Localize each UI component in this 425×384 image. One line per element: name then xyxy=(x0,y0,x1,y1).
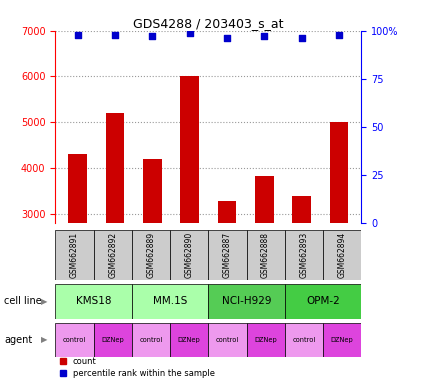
Legend: count, percentile rank within the sample: count, percentile rank within the sample xyxy=(60,358,215,378)
Text: agent: agent xyxy=(4,335,32,345)
Bar xyxy=(68,154,87,351)
Bar xyxy=(292,196,311,351)
Text: GSM662889: GSM662889 xyxy=(146,232,156,278)
Text: GSM662894: GSM662894 xyxy=(337,232,347,278)
Text: GSM662893: GSM662893 xyxy=(299,232,309,278)
FancyBboxPatch shape xyxy=(208,323,246,357)
Bar xyxy=(143,159,162,351)
Point xyxy=(298,35,305,41)
Text: GSM662892: GSM662892 xyxy=(108,232,117,278)
FancyBboxPatch shape xyxy=(94,230,132,280)
Text: ▶: ▶ xyxy=(41,335,48,344)
Bar xyxy=(180,76,199,351)
Point xyxy=(186,30,193,36)
Point xyxy=(74,31,81,38)
Text: control: control xyxy=(63,337,86,343)
Text: DZNep: DZNep xyxy=(331,337,354,343)
Point xyxy=(149,33,156,40)
FancyBboxPatch shape xyxy=(132,323,170,357)
Text: GSM662888: GSM662888 xyxy=(261,232,270,278)
FancyBboxPatch shape xyxy=(55,323,94,357)
Text: DZNep: DZNep xyxy=(101,337,124,343)
FancyBboxPatch shape xyxy=(246,323,285,357)
Text: DZNep: DZNep xyxy=(254,337,277,343)
Bar xyxy=(106,113,124,351)
Text: MM.1S: MM.1S xyxy=(153,296,187,306)
FancyBboxPatch shape xyxy=(208,230,246,280)
Text: control: control xyxy=(139,337,162,343)
Text: GSM662890: GSM662890 xyxy=(184,232,194,278)
FancyBboxPatch shape xyxy=(323,230,361,280)
Text: cell line: cell line xyxy=(4,296,42,306)
FancyBboxPatch shape xyxy=(55,284,132,319)
FancyBboxPatch shape xyxy=(132,284,208,319)
Text: OPM-2: OPM-2 xyxy=(306,296,340,306)
Bar xyxy=(218,201,236,351)
Text: NCI-H929: NCI-H929 xyxy=(222,296,271,306)
FancyBboxPatch shape xyxy=(208,284,285,319)
FancyBboxPatch shape xyxy=(132,230,170,280)
FancyBboxPatch shape xyxy=(170,230,208,280)
FancyBboxPatch shape xyxy=(285,323,323,357)
Text: control: control xyxy=(216,337,239,343)
Point xyxy=(261,33,268,40)
FancyBboxPatch shape xyxy=(285,230,323,280)
Bar xyxy=(255,176,274,351)
FancyBboxPatch shape xyxy=(170,323,208,357)
FancyBboxPatch shape xyxy=(94,323,132,357)
FancyBboxPatch shape xyxy=(323,323,361,357)
Text: GSM662891: GSM662891 xyxy=(70,232,79,278)
FancyBboxPatch shape xyxy=(246,230,285,280)
Text: ▶: ▶ xyxy=(41,297,48,306)
Point xyxy=(224,35,230,41)
FancyBboxPatch shape xyxy=(285,284,361,319)
Text: KMS18: KMS18 xyxy=(76,296,111,306)
Text: GSM662887: GSM662887 xyxy=(223,232,232,278)
Text: DZNep: DZNep xyxy=(178,337,201,343)
Point xyxy=(111,31,118,38)
Bar xyxy=(329,122,348,351)
Text: control: control xyxy=(292,337,315,343)
Point xyxy=(335,31,342,38)
FancyBboxPatch shape xyxy=(55,230,94,280)
Title: GDS4288 / 203403_s_at: GDS4288 / 203403_s_at xyxy=(133,17,283,30)
